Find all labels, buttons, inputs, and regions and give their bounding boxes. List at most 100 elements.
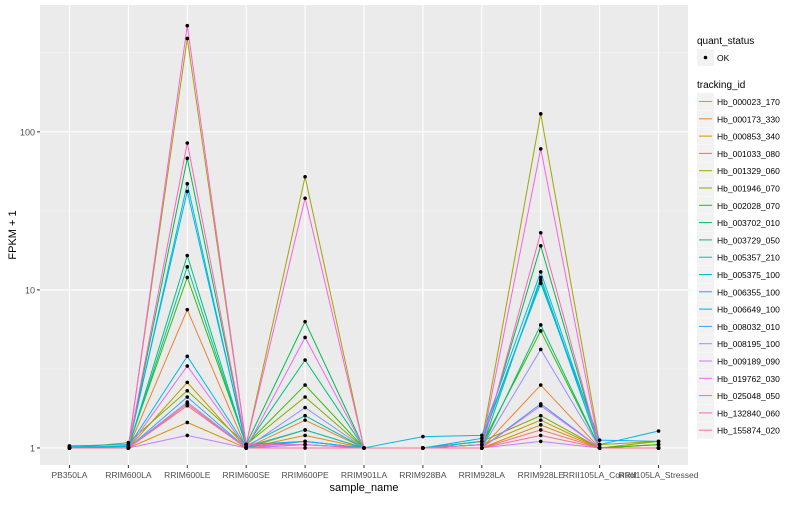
data-point	[538, 112, 543, 116]
data-point	[185, 307, 190, 312]
y-tick-label: 100	[20, 127, 35, 137]
data-point	[303, 335, 307, 340]
data-point	[597, 442, 602, 447]
data-point	[303, 358, 307, 362]
legend-label: OK	[717, 53, 730, 63]
data-point	[538, 278, 543, 283]
data-point	[185, 354, 190, 359]
data-point	[303, 395, 307, 399]
data-point	[185, 275, 190, 280]
data-point	[185, 189, 190, 194]
data-point	[303, 428, 307, 432]
data-point	[303, 439, 307, 444]
x-tick-label: RRIM600LA	[105, 470, 152, 480]
data-point	[656, 439, 661, 444]
legend-label: Hb_019762_030	[717, 374, 780, 384]
legend-label: Hb_009189_090	[717, 357, 780, 367]
data-point	[538, 347, 543, 352]
x-tick-label: RRIM600PE	[281, 470, 329, 480]
data-point	[244, 446, 248, 450]
color-legend-title: tracking_id	[697, 80, 745, 91]
data-point	[185, 395, 190, 399]
legend-label: Hb_001033_080	[717, 149, 780, 159]
data-point	[303, 383, 307, 387]
data-point	[538, 147, 543, 151]
data-point	[185, 181, 190, 186]
data-point	[538, 244, 543, 248]
x-tick-label: RRIM600LE	[164, 470, 211, 480]
legend-label: Hb_002028_070	[717, 201, 780, 211]
x-tick-label: RRIM600SE	[223, 470, 271, 480]
data-point	[480, 442, 484, 447]
x-tick-label: RRII105LA_Stressed	[619, 470, 699, 480]
x-tick-label: RRIM928BA	[399, 470, 447, 480]
legend-label: Hb_006649_100	[717, 305, 780, 315]
data-point	[656, 442, 661, 447]
data-point	[185, 403, 190, 408]
data-point	[303, 418, 307, 422]
data-point	[538, 281, 543, 286]
data-point	[303, 174, 307, 179]
data-point	[303, 446, 307, 450]
data-point	[656, 429, 661, 433]
x-tick-label: PB350LA	[51, 470, 87, 480]
data-point	[303, 413, 307, 418]
data-point	[67, 446, 72, 450]
data-point	[303, 319, 307, 324]
data-point	[303, 196, 307, 201]
data-point	[538, 270, 543, 274]
y-tick-label: 1	[30, 443, 35, 453]
data-point	[538, 383, 543, 387]
data-point	[421, 446, 425, 450]
data-point	[538, 329, 543, 333]
legend-label: Hb_155874_020	[717, 426, 780, 436]
data-point	[185, 36, 190, 41]
data-point	[126, 446, 131, 450]
legend-label: Hb_001946_070	[717, 184, 780, 194]
x-tick-label: RRIM901LA	[341, 470, 388, 480]
data-point	[185, 420, 190, 425]
data-point	[185, 141, 190, 145]
data-point	[185, 253, 190, 258]
legend-label: Hb_003702_010	[717, 218, 780, 228]
legend-label: Hb_003729_050	[717, 235, 780, 245]
legend-label: Hb_006355_100	[717, 287, 780, 297]
legend-label: Hb_000853_340	[717, 132, 780, 142]
data-point	[538, 433, 543, 438]
data-point	[538, 413, 543, 418]
data-point	[185, 400, 190, 404]
data-point	[538, 439, 543, 444]
legend-label: Hb_000173_330	[717, 114, 780, 124]
x-axis-title: sample_name	[329, 482, 398, 494]
data-point	[538, 403, 543, 408]
legend-label: Hb_008032_010	[717, 322, 780, 332]
data-point	[185, 388, 190, 393]
data-point	[480, 439, 484, 444]
data-point	[244, 442, 248, 447]
data-point	[480, 446, 484, 450]
data-point	[362, 446, 366, 450]
legend-label: Hb_005357_210	[717, 253, 780, 263]
data-point	[538, 323, 543, 327]
legend-label: Hb_005375_100	[717, 270, 780, 280]
y-axis-title: FPKM + 1	[7, 210, 19, 259]
point-icon	[703, 55, 708, 60]
y-tick-label: 10	[25, 285, 35, 295]
data-point	[185, 156, 190, 161]
legend-label: Hb_001329_060	[717, 166, 780, 176]
shape-legend-title: quant_status	[697, 36, 754, 47]
data-point	[303, 442, 307, 447]
data-point	[303, 433, 307, 438]
data-point	[538, 423, 543, 427]
data-point	[303, 405, 307, 410]
data-point	[185, 265, 190, 269]
data-point	[597, 446, 602, 450]
data-point	[538, 418, 543, 422]
data-point	[185, 364, 190, 368]
x-tick-label: RRII105LA_Control	[563, 470, 637, 480]
data-point	[538, 230, 543, 235]
data-point	[480, 433, 484, 438]
x-tick-label: RRIM928LE	[518, 470, 565, 480]
